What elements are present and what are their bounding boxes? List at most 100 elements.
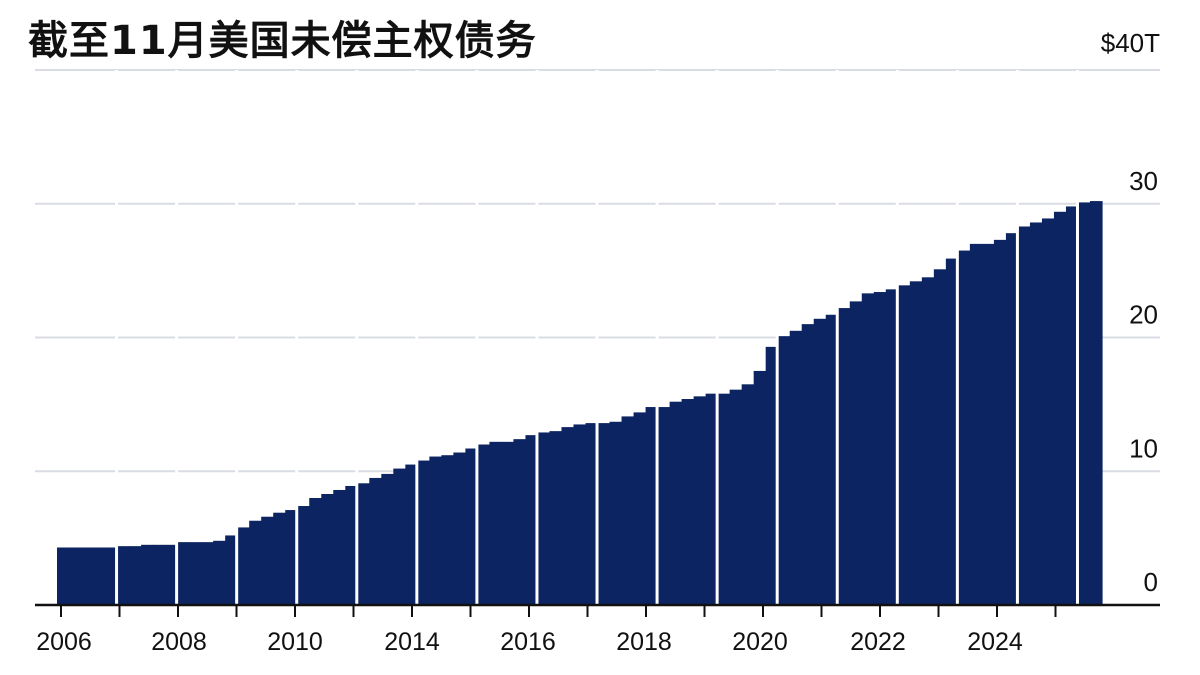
bar — [381, 473, 394, 605]
bar — [837, 308, 851, 605]
year-separator — [535, 70, 539, 605]
bar — [933, 269, 947, 605]
y-axis-ticks: 0 10 20 30 — [1129, 166, 1158, 597]
bar — [609, 421, 623, 605]
bar — [141, 544, 154, 605]
bar — [909, 281, 923, 605]
bar — [189, 542, 202, 605]
bar — [633, 412, 647, 605]
bar — [669, 401, 683, 605]
year-separator — [1015, 70, 1019, 605]
x-tick-label: 2020 — [732, 628, 788, 656]
bar — [441, 455, 454, 605]
bar — [861, 293, 875, 605]
bar — [765, 346, 779, 605]
bar — [957, 250, 971, 605]
bar — [1065, 206, 1079, 605]
bar — [753, 370, 767, 605]
bar — [57, 547, 70, 605]
bar — [1089, 201, 1103, 605]
x-axis — [35, 603, 1160, 617]
bar — [729, 389, 743, 605]
bar — [981, 243, 995, 606]
year-separator — [235, 70, 239, 605]
bar — [849, 301, 863, 605]
x-tick-label: 2024 — [967, 628, 1023, 656]
y-axis-unit-label: $40T — [1100, 28, 1160, 58]
bar — [741, 384, 755, 605]
bar — [393, 468, 406, 605]
bar — [477, 444, 491, 605]
bar — [573, 424, 587, 605]
bar — [921, 277, 935, 605]
bar — [321, 493, 334, 605]
bar — [645, 407, 659, 605]
bar-series — [57, 70, 1103, 606]
bar — [1041, 218, 1055, 605]
bar — [525, 435, 539, 605]
year-separator — [715, 70, 719, 605]
year-separator — [475, 70, 479, 605]
year-separator — [1075, 70, 1079, 605]
bar — [1077, 202, 1091, 605]
x-tick-label: 2018 — [616, 628, 672, 656]
year-separator — [415, 70, 419, 605]
bar — [885, 289, 899, 605]
bar — [501, 441, 515, 605]
bar — [537, 432, 551, 605]
bar — [789, 330, 803, 605]
y-tick-label: 10 — [1129, 433, 1158, 463]
x-tick-label: 2008 — [151, 628, 207, 656]
year-separator — [175, 70, 179, 605]
year-separator — [115, 70, 119, 605]
bar — [945, 258, 959, 605]
bar — [345, 485, 358, 605]
bar — [165, 544, 178, 605]
year-separator — [295, 70, 299, 605]
bar — [225, 535, 238, 605]
bar — [81, 547, 94, 605]
year-separator — [835, 70, 839, 605]
bar — [777, 336, 791, 605]
bar — [201, 542, 214, 605]
y-tick-label: 0 — [1144, 567, 1158, 597]
bar — [1017, 226, 1031, 606]
bar — [801, 324, 815, 606]
bar — [273, 512, 286, 605]
bar — [261, 516, 274, 605]
bar — [513, 439, 527, 605]
bar — [825, 314, 839, 605]
bar — [561, 427, 575, 605]
bar — [129, 546, 142, 605]
bar — [993, 239, 1007, 606]
bar — [969, 243, 983, 606]
bar — [369, 477, 382, 605]
bar — [153, 544, 166, 605]
y-tick-label: 30 — [1129, 166, 1158, 196]
bar — [717, 393, 731, 605]
x-tick-label: 2014 — [384, 628, 440, 656]
bar — [1053, 211, 1067, 605]
x-tick-label: 2010 — [267, 628, 323, 656]
bar — [1029, 222, 1043, 605]
bar — [549, 431, 563, 606]
y-tick-label: 20 — [1129, 300, 1158, 330]
bar — [417, 460, 430, 605]
bar — [177, 542, 190, 605]
bar — [213, 540, 226, 605]
bar — [309, 498, 322, 605]
bar — [813, 318, 827, 605]
bar — [621, 416, 635, 605]
bar — [69, 547, 82, 605]
bar — [597, 423, 611, 605]
year-separator — [775, 70, 779, 605]
bar — [249, 520, 262, 605]
bar — [705, 393, 719, 605]
bar — [297, 506, 310, 605]
bar — [357, 483, 370, 605]
bar — [585, 423, 599, 605]
year-separator — [595, 70, 599, 605]
bar — [1005, 233, 1019, 606]
year-separator — [355, 70, 359, 605]
